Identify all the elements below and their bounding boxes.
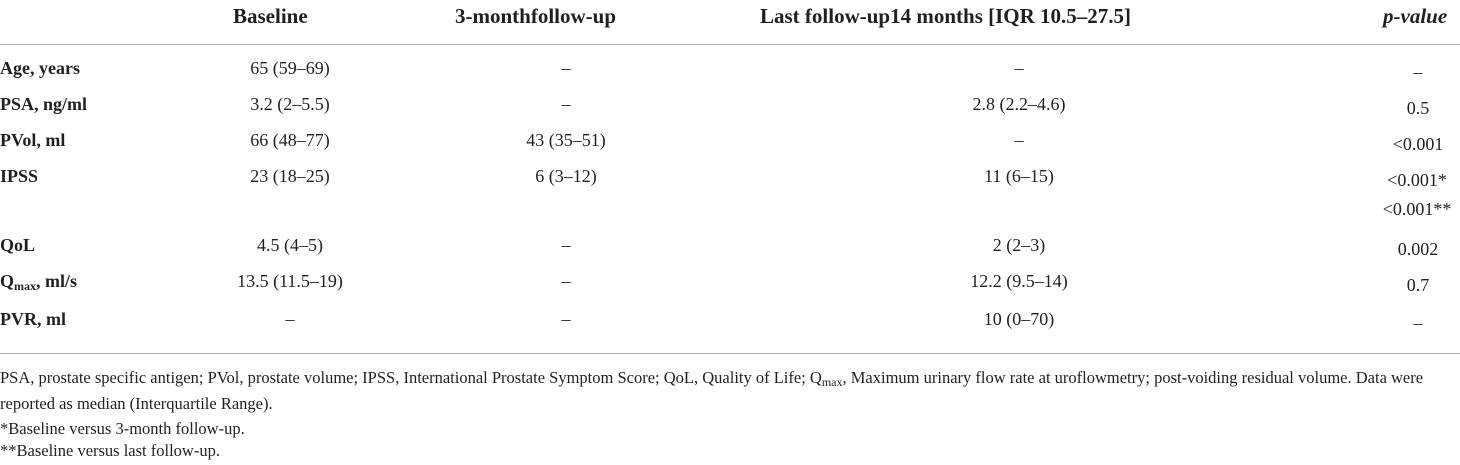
footnote-abbreviations: PSA, prostate specific antigen; PVol, pr… (0, 367, 1460, 415)
header-rule (0, 44, 1460, 45)
cell-p-value: – (1413, 313, 1423, 333)
cell-last-followup: 2 (2–3) (992, 235, 1046, 255)
table-row: Age, years 65 (59–69) – – – (0, 58, 1460, 94)
footnote-abbrev-pre: PSA, prostate specific antigen; PVol, pr… (0, 368, 822, 387)
cell-last-followup: 10 (0–70) (983, 309, 1055, 329)
table-row: IPSS 23 (18–25) 6 (3–12) 11 (6–15) <0.00… (0, 166, 1460, 222)
cell-three-month: – (561, 94, 571, 114)
cell-last-followup: – (1014, 130, 1024, 150)
row-label: PVR, ml (0, 309, 66, 329)
cell-last-followup: 2.8 (2.2–4.6) (972, 94, 1066, 114)
table-header: Baseline 3-monthfollow-up Last follow-up… (0, 0, 1460, 44)
cell-p-value: – (1413, 62, 1423, 82)
cell-baseline: 3.2 (2–5.5) (250, 94, 330, 114)
row-label-main: Q (0, 271, 15, 291)
header-last-followup: Last follow-up14 months [IQR 10.5–27.5] (760, 4, 1132, 28)
row-label: PVol, ml (0, 130, 66, 150)
row-label-qmax: Qmax, ml/s (0, 271, 77, 294)
row-label-subscript: max (14, 279, 37, 293)
cell-p-value-stack: <0.001* <0.001** (1383, 166, 1452, 224)
header-p-value: p-value (1383, 4, 1448, 28)
table-row: PVol, ml 66 (48–77) 43 (35–51) – <0.001 (0, 130, 1460, 166)
cell-last-followup: 11 (6–15) (984, 166, 1054, 186)
table-row: PVR, ml – – 10 (0–70) – (0, 309, 1460, 345)
cell-three-month: 6 (3–12) (535, 166, 597, 186)
cell-p-value: <0.001 (1392, 134, 1444, 154)
cell-three-month: – (561, 58, 571, 78)
row-label: Age, years (0, 58, 80, 78)
header-three-month: 3-monthfollow-up (455, 4, 617, 28)
cell-p-value: 0.5 (1406, 98, 1430, 118)
table-row: QoL 4.5 (4–5) – 2 (2–3) 0.002 (0, 235, 1460, 271)
footnote-single-asterisk: *Baseline versus 3-month follow-up. (0, 419, 245, 438)
footnote-abbrev-post: , Maximum urinary flow rate at uroflowme… (0, 368, 1424, 413)
cell-p-value-second: <0.001** (1382, 199, 1452, 219)
cell-p-value: 0.002 (1397, 239, 1439, 259)
cell-three-month: 43 (35–51) (526, 130, 606, 150)
cell-baseline: 23 (18–25) (250, 166, 330, 186)
cell-baseline: 66 (48–77) (250, 130, 330, 150)
cell-baseline: – (285, 309, 295, 329)
cell-three-month: – (561, 235, 571, 255)
cell-baseline: 13.5 (11.5–19) (237, 271, 343, 291)
cell-baseline: 65 (59–69) (250, 58, 330, 78)
cell-p-value: 0.7 (1406, 275, 1430, 295)
cell-three-month: – (561, 271, 571, 291)
header-baseline: Baseline (233, 4, 308, 28)
table-row: Qmax, ml/s 13.5 (11.5–19) – 12.2 (9.5–14… (0, 271, 1460, 307)
footnote-abbrev-subscript: max (821, 375, 843, 389)
row-label: QoL (0, 235, 36, 255)
cell-last-followup: 12.2 (9.5–14) (970, 271, 1068, 291)
footnote-double-asterisk: **Baseline versus last follow-up. (0, 441, 220, 460)
row-label-rest: , ml/s (36, 271, 78, 291)
cell-p-value: <0.001* (1387, 170, 1447, 190)
footer-rule (0, 353, 1460, 354)
table-row: PSA, ng/ml 3.2 (2–5.5) – 2.8 (2.2–4.6) 0… (0, 94, 1460, 130)
row-label: IPSS (0, 166, 39, 186)
cell-baseline: 4.5 (4–5) (257, 235, 323, 255)
row-label: PSA, ng/ml (0, 94, 88, 114)
cell-three-month: – (561, 309, 571, 329)
cell-last-followup: – (1014, 58, 1024, 78)
